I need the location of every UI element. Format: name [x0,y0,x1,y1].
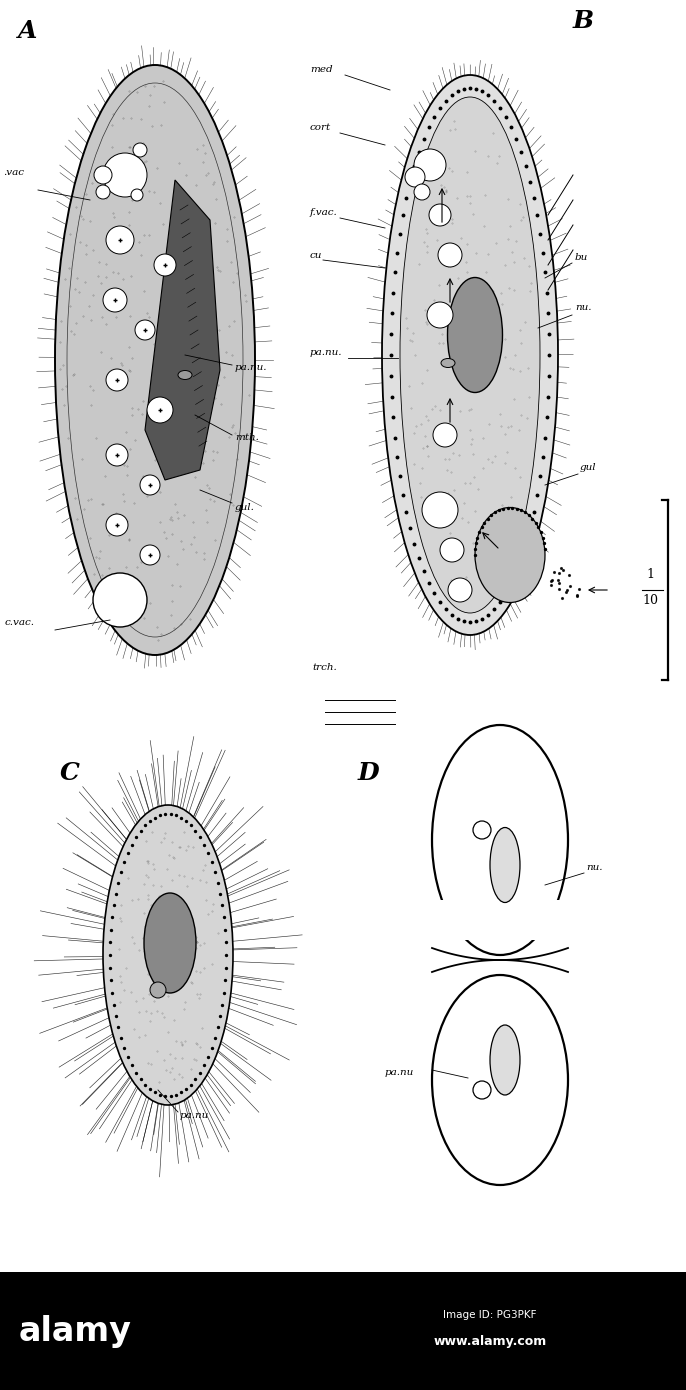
Circle shape [405,167,425,188]
Text: c.vac.: c.vac. [5,619,35,627]
Circle shape [150,981,166,998]
Circle shape [106,368,128,391]
Circle shape [106,514,128,537]
Ellipse shape [490,827,520,902]
Text: f.vac.: f.vac. [310,208,338,217]
Text: med: med [310,65,333,74]
Text: Image ID: PG3PKF: Image ID: PG3PKF [443,1309,536,1320]
Ellipse shape [447,278,503,392]
Circle shape [414,149,446,181]
Ellipse shape [55,65,255,655]
Ellipse shape [475,507,545,602]
Circle shape [140,545,160,564]
Circle shape [414,183,430,200]
Circle shape [440,538,464,562]
Circle shape [106,227,134,254]
Text: nu.: nu. [586,863,602,872]
Circle shape [473,821,491,840]
Circle shape [133,143,147,157]
Text: 1: 1 [646,569,654,581]
Circle shape [96,185,110,199]
Circle shape [140,475,160,495]
Circle shape [448,578,472,602]
Circle shape [427,302,453,328]
Circle shape [103,288,127,311]
Ellipse shape [432,974,568,1186]
Circle shape [106,443,128,466]
Text: nu.: nu. [575,303,591,311]
Text: B: B [573,8,594,33]
Circle shape [438,243,462,267]
Ellipse shape [400,97,540,613]
Circle shape [93,573,147,627]
Text: cort: cort [310,122,331,132]
Ellipse shape [490,1024,520,1095]
Text: pa.nu: pa.nu [385,1068,414,1077]
Bar [0,1272,686,1390]
Ellipse shape [382,75,558,635]
Text: C: C [60,760,80,785]
Text: alamy: alamy [19,1315,132,1347]
Circle shape [103,153,147,197]
Circle shape [429,204,451,227]
Ellipse shape [178,371,192,379]
Circle shape [131,189,143,202]
Text: .vac: .vac [3,168,24,177]
Bar [432,899,568,940]
Ellipse shape [103,805,233,1105]
Ellipse shape [441,359,455,367]
Ellipse shape [144,892,196,992]
Text: bu: bu [575,253,589,261]
Text: 10: 10 [642,594,658,607]
Text: pa.nu.: pa.nu. [310,348,342,357]
Circle shape [135,320,155,341]
Text: D: D [358,760,379,785]
Circle shape [147,398,173,423]
Circle shape [94,165,112,183]
Text: gul: gul [580,463,597,473]
Polygon shape [145,179,220,480]
Text: mth.: mth. [235,434,259,442]
Text: gul.: gul. [235,503,255,512]
Ellipse shape [432,726,568,955]
Text: cu: cu [310,252,322,260]
Text: www.alamy.com: www.alamy.com [434,1336,547,1348]
Text: trch.: trch. [312,663,337,671]
Text: pa.nu: pa.nu [180,1111,209,1120]
Circle shape [433,423,457,448]
Circle shape [422,492,458,528]
Text: pa.nu.: pa.nu. [235,363,268,373]
Text: A: A [18,19,37,43]
Circle shape [473,1081,491,1099]
Circle shape [154,254,176,277]
